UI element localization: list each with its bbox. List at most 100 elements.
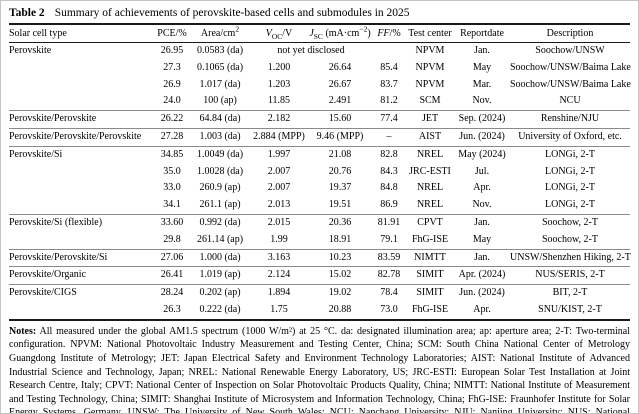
- cell-ff: 84.8: [380, 182, 398, 194]
- cell-pce: 24.0: [163, 95, 181, 107]
- cell-jsc: 19.37: [328, 182, 352, 194]
- cell-test: NIMTT: [406, 248, 454, 267]
- cell-voc: 1.203: [267, 78, 291, 90]
- table-row: Perovskite/CIGS 28.24 0.202 (ap) 1.894 19.02…: [9, 284, 630, 302]
- cell-jsc: 20.76: [328, 165, 352, 177]
- cell-date: Jan.: [454, 248, 510, 267]
- cell-pce: 26.3: [163, 303, 181, 315]
- cell-date: Jun. (2024): [454, 284, 510, 302]
- cell-test: SIMIT: [406, 266, 454, 285]
- notes-text: All measured under the global AM1.5 spec…: [9, 325, 630, 414]
- cell-pce: 26.22: [154, 110, 190, 129]
- col-header-date: Reportdate: [460, 28, 504, 39]
- cell-jsc: 20.88: [328, 303, 352, 315]
- table-row: 34.1 261.1 (ap) 2.013 19.51 86.9 NREL Nov. LONG…: [9, 197, 630, 214]
- cell-ff: 86.9: [380, 199, 398, 211]
- cell-ff: 81.91: [372, 213, 406, 232]
- cell-jsc: 18.91: [328, 233, 352, 245]
- cell-pce: 27.28: [154, 127, 190, 147]
- cell-pce: 27.3: [163, 61, 181, 73]
- cell-test: JRC-ESTI: [409, 165, 451, 177]
- cell-ff: 73.0: [380, 303, 398, 315]
- cell-ff: 85.4: [380, 61, 398, 73]
- cell-date: Sep. (2024): [454, 110, 510, 129]
- cell-ff: 83.7: [380, 78, 398, 90]
- table-row: Perovskite/Si (flexible) 33.60 0.992 (da) 2…: [9, 213, 630, 232]
- cell-jsc: 20.36: [308, 213, 372, 232]
- cell-type: [9, 77, 154, 94]
- cell-type: Perovskite/Si (flexible): [9, 213, 154, 232]
- table-row: 24.0 100 (ap) 11.85 2.491 81.2 SCM Nov. NCU: [9, 93, 630, 110]
- cell-pce: 26.9: [163, 78, 181, 90]
- cell-date: Nov.: [472, 199, 492, 211]
- cell-date: Jul.: [474, 165, 490, 177]
- cell-desc: SNU/KIST, 2-T: [538, 303, 602, 315]
- cell-desc: Soochow/UNSW/Baima Lake: [510, 61, 631, 73]
- cell-voc: 1.894: [250, 284, 308, 302]
- cell-type: Perovskite/Organic: [9, 266, 154, 285]
- cell-area: 260.9 (ap): [199, 182, 241, 194]
- cell-jsc: 9.46 (MPP): [308, 127, 372, 147]
- cell-voc: 2.007: [267, 182, 291, 194]
- cell-date: Jan.: [474, 45, 490, 56]
- cell-type: [9, 197, 154, 214]
- cell-date: Jan.: [454, 213, 510, 232]
- cell-area: 1.000 (da): [190, 248, 250, 267]
- cell-pce: 27.06: [154, 248, 190, 267]
- cell-desc: NCU: [559, 95, 581, 107]
- col-header-test: Test center: [408, 28, 452, 39]
- cell-desc: Soochow/UNSW: [535, 45, 605, 56]
- cell-ff: –: [372, 127, 406, 147]
- cell-pce: 34.1: [163, 199, 181, 211]
- cell-date: Apr.: [473, 182, 491, 194]
- table-caption: Summary of achievements of perovskite-ba…: [54, 7, 410, 19]
- cell-type: [9, 93, 154, 110]
- cell-test: JET: [406, 110, 454, 129]
- cell-ff: 84.3: [380, 165, 398, 177]
- cell-area: 1.003 (da): [190, 127, 250, 147]
- cell-area: 0.222 (da): [199, 303, 241, 315]
- col-header-pce: PCE/%: [157, 28, 187, 39]
- cell-type: Perovskite: [9, 45, 52, 56]
- cell-voc: 2.015: [250, 213, 308, 232]
- cell-date: May (2024): [454, 145, 510, 164]
- cell-jsc: 26.67: [328, 78, 352, 90]
- cell-voc: 1.75: [270, 303, 288, 315]
- table-row: Perovskite/Si 34.85 1.0049 (da) 1.997 21.08 8…: [9, 145, 630, 164]
- cell-voc: 2.124: [250, 266, 308, 285]
- cell-desc: University of Oxford, etc.: [510, 127, 630, 147]
- cell-test: FhG-ISE: [411, 233, 449, 245]
- cell-pce: 28.24: [154, 284, 190, 302]
- cell-pce: 29.8: [163, 233, 181, 245]
- cell-ff: 82.8: [372, 145, 406, 164]
- col-header-type: Solar cell type: [9, 28, 67, 39]
- cell-voc: 1.200: [267, 61, 291, 73]
- cell-test: NREL: [416, 199, 444, 211]
- cell-desc: NUS/SERIS, 2-T: [510, 266, 630, 285]
- cell-jsc: 21.08: [308, 145, 372, 164]
- table-row: Perovskite/Perovskite/Perovskite 27.28 1.0…: [9, 127, 630, 147]
- cell-pce: 26.95: [160, 45, 184, 56]
- cell-area: 64.84 (da): [190, 110, 250, 129]
- cell-ff: [372, 43, 406, 60]
- cell-desc: Renshine/NJU: [510, 110, 630, 129]
- cell-date: Jun. (2024): [454, 127, 510, 147]
- cell-type: Perovskite/Si: [9, 145, 154, 164]
- cell-type: Perovskite/Perovskite/Si: [9, 248, 154, 267]
- table-row: 35.0 1.0028 (da) 2.007 20.76 84.3 JRC-ESTI Jul…: [9, 164, 630, 181]
- cell-voc: 2.013: [267, 199, 291, 211]
- cell-type: Perovskite/Perovskite: [9, 110, 154, 129]
- cell-test: SIMIT: [406, 284, 454, 302]
- cell-date: May: [472, 61, 492, 73]
- results-table: Solar cell type PCE/% Area/cm2 VOC/V JSC (mA…: [9, 23, 631, 321]
- cell-type: Perovskite/Perovskite/Perovskite: [9, 127, 154, 147]
- cell-voc: 2.884 (MPP): [250, 127, 308, 147]
- cell-test: CPVT: [406, 213, 454, 232]
- cell-jsc: 2.491: [328, 95, 352, 107]
- table-row: 26.9 1.017 (da) 1.203 26.67 83.7 NPVM Mar. Sooc…: [9, 77, 631, 94]
- cell-date: Nov.: [472, 95, 492, 107]
- cell-jsc: 15.60: [308, 110, 372, 129]
- cell-area: 0.1065 (da): [196, 61, 244, 73]
- cell-date: Apr.: [473, 303, 491, 315]
- table-row: Perovskite/Perovskite 26.22 64.84 (da) 2.18…: [9, 110, 630, 129]
